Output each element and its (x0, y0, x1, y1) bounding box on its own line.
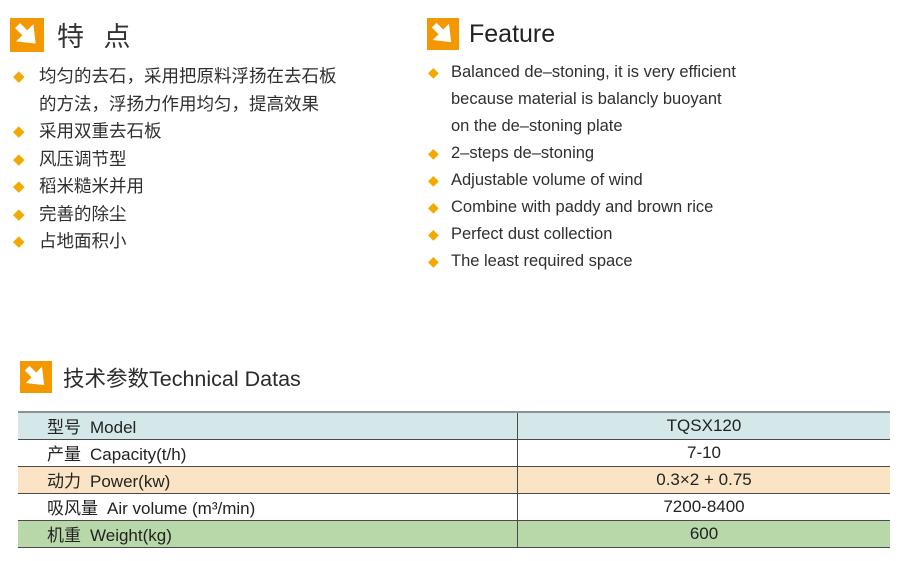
technical-data-table: 型号 Model TQSX120 产量 Capacity(t/h) 7-10 动力 Power… (18, 411, 890, 548)
spec-label-en: Air volume (m³/min) (107, 499, 256, 518)
spec-label-cn: 动力 (47, 472, 81, 491)
spec-label-cell: 机重 Weight(kg) (18, 520, 518, 548)
spec-value-cell: 7200-8400 (517, 493, 890, 521)
spec-label-en: Capacity(t/h) (90, 445, 187, 464)
feature-item: ◆ 风压调节型 (10, 146, 420, 174)
diamond-bullet-icon: ◆ (428, 64, 439, 80)
feature-item: ◆ 采用双重去石板 (10, 118, 420, 146)
arrow-downright-icon (20, 361, 52, 393)
spec-label-cell: 型号 Model (18, 412, 518, 440)
diamond-bullet-icon: ◆ (13, 123, 25, 140)
feature-item-text: The least required space (451, 252, 633, 270)
diamond-bullet-icon: ◆ (13, 233, 25, 250)
table-row: 动力 Power(kw) 0.3×2 + 0.75 (18, 466, 890, 494)
feature-item-text: 风压调节型 (39, 148, 127, 169)
arrow-downright-icon (427, 18, 459, 50)
features-cn-title: 特 点 (57, 22, 137, 52)
features-en-list: ◆ Balanced de–stoning, it is very efficie… (427, 59, 872, 275)
diamond-bullet-icon: ◆ (13, 205, 25, 223)
spec-label-cell: 吸风量 Air volume (m³/min) (18, 493, 518, 521)
feature-item: ◆ The least required space (427, 248, 872, 275)
spec-value-cell: TQSX120 (517, 412, 890, 440)
spec-label-en: Weight(kg) (90, 526, 172, 545)
features-en-header: Feature (427, 18, 872, 50)
diamond-bullet-icon: ◆ (13, 150, 25, 168)
feature-item: ◆ 稻米糙米并用 (10, 173, 420, 201)
feature-item: ◆ Perfect dust collection (427, 221, 872, 248)
table-row: 吸风量 Air volume (m³/min) 7200-8400 (18, 493, 890, 521)
feature-item-text: Perfect dust collection (451, 225, 613, 243)
diamond-bullet-icon: ◆ (13, 178, 25, 195)
features-cn-header: 特 点 (10, 15, 420, 54)
feature-item: ◆ 2–steps de–stoning (427, 140, 872, 167)
feature-item: ◆ 均匀的去石，采用把原料浮扬在去石板 的方法，浮扬力作用均匀，提高效果 (10, 63, 420, 118)
technical-title: 技术参数Technical Datas (63, 366, 301, 391)
feature-item: ◆ Combine with paddy and brown rice (427, 194, 872, 221)
diamond-bullet-icon: ◆ (428, 226, 439, 242)
table-row: 产量 Capacity(t/h) 7-10 (18, 439, 890, 467)
diamond-bullet-icon: ◆ (428, 199, 439, 215)
spec-label-cell: 产量 Capacity(t/h) (18, 439, 518, 467)
spec-label-cell: 动力 Power(kw) (18, 466, 518, 494)
feature-item-text: Adjustable volume of wind (451, 171, 643, 189)
diamond-bullet-icon: ◆ (428, 145, 439, 161)
features-cn-list: ◆ 均匀的去石，采用把原料浮扬在去石板 的方法，浮扬力作用均匀，提高效果 ◆ 采用双重… (10, 63, 420, 256)
feature-item-text: 均匀的去石，采用把原料浮扬在去石板 的方法，浮扬力作用均匀，提高效果 (39, 66, 337, 114)
feature-item-text: 稻米糙米并用 (39, 176, 144, 196)
features-en-title: Feature (469, 19, 556, 48)
feature-item: ◆ Balanced de–stoning, it is very efficie… (427, 59, 872, 140)
feature-item: ◆ 占地面积小 (10, 228, 420, 256)
features-en-section: Feature ◆ Balanced de–stoning, it is very… (427, 18, 872, 275)
feature-item-text: Balanced de–stoning, it is very efficien… (451, 63, 736, 135)
diamond-bullet-icon: ◆ (428, 253, 439, 269)
spec-label-en: Model (90, 418, 137, 438)
arrow-downright-icon (10, 17, 44, 52)
spec-label-cn: 型号 (47, 418, 81, 438)
feature-item: ◆ Adjustable volume of wind (427, 167, 872, 194)
spec-label-cn: 机重 (47, 526, 81, 545)
feature-item-text: 完善的除尘 (39, 203, 127, 224)
feature-item-text: 占地面积小 (39, 231, 127, 251)
feature-item: ◆ 完善的除尘 (10, 201, 420, 229)
spec-value-cell: 600 (517, 520, 890, 548)
spec-label-cn: 产量 (47, 445, 81, 464)
diamond-bullet-icon: ◆ (13, 68, 25, 85)
spec-value-cell: 0.3×2 + 0.75 (517, 466, 890, 494)
spec-label-cn: 吸风量 (47, 499, 98, 518)
technical-header: 技术参数Technical Datas (20, 361, 301, 393)
table-row: 型号 Model TQSX120 (18, 412, 890, 440)
spec-value-cell: 7-10 (517, 439, 890, 467)
table-row: 机重 Weight(kg) 600 (18, 520, 890, 548)
spec-label-en: Power(kw) (90, 472, 171, 491)
feature-item-text: 采用双重去石板 (39, 121, 162, 141)
features-cn-section: 特 点 ◆ 均匀的去石，采用把原料浮扬在去石板 的方法，浮扬力作用均匀，提高效果 ◆… (10, 15, 420, 256)
feature-item-text: 2–steps de–stoning (451, 144, 595, 162)
diamond-bullet-icon: ◆ (428, 172, 439, 188)
feature-item-text: Combine with paddy and brown rice (451, 198, 714, 216)
